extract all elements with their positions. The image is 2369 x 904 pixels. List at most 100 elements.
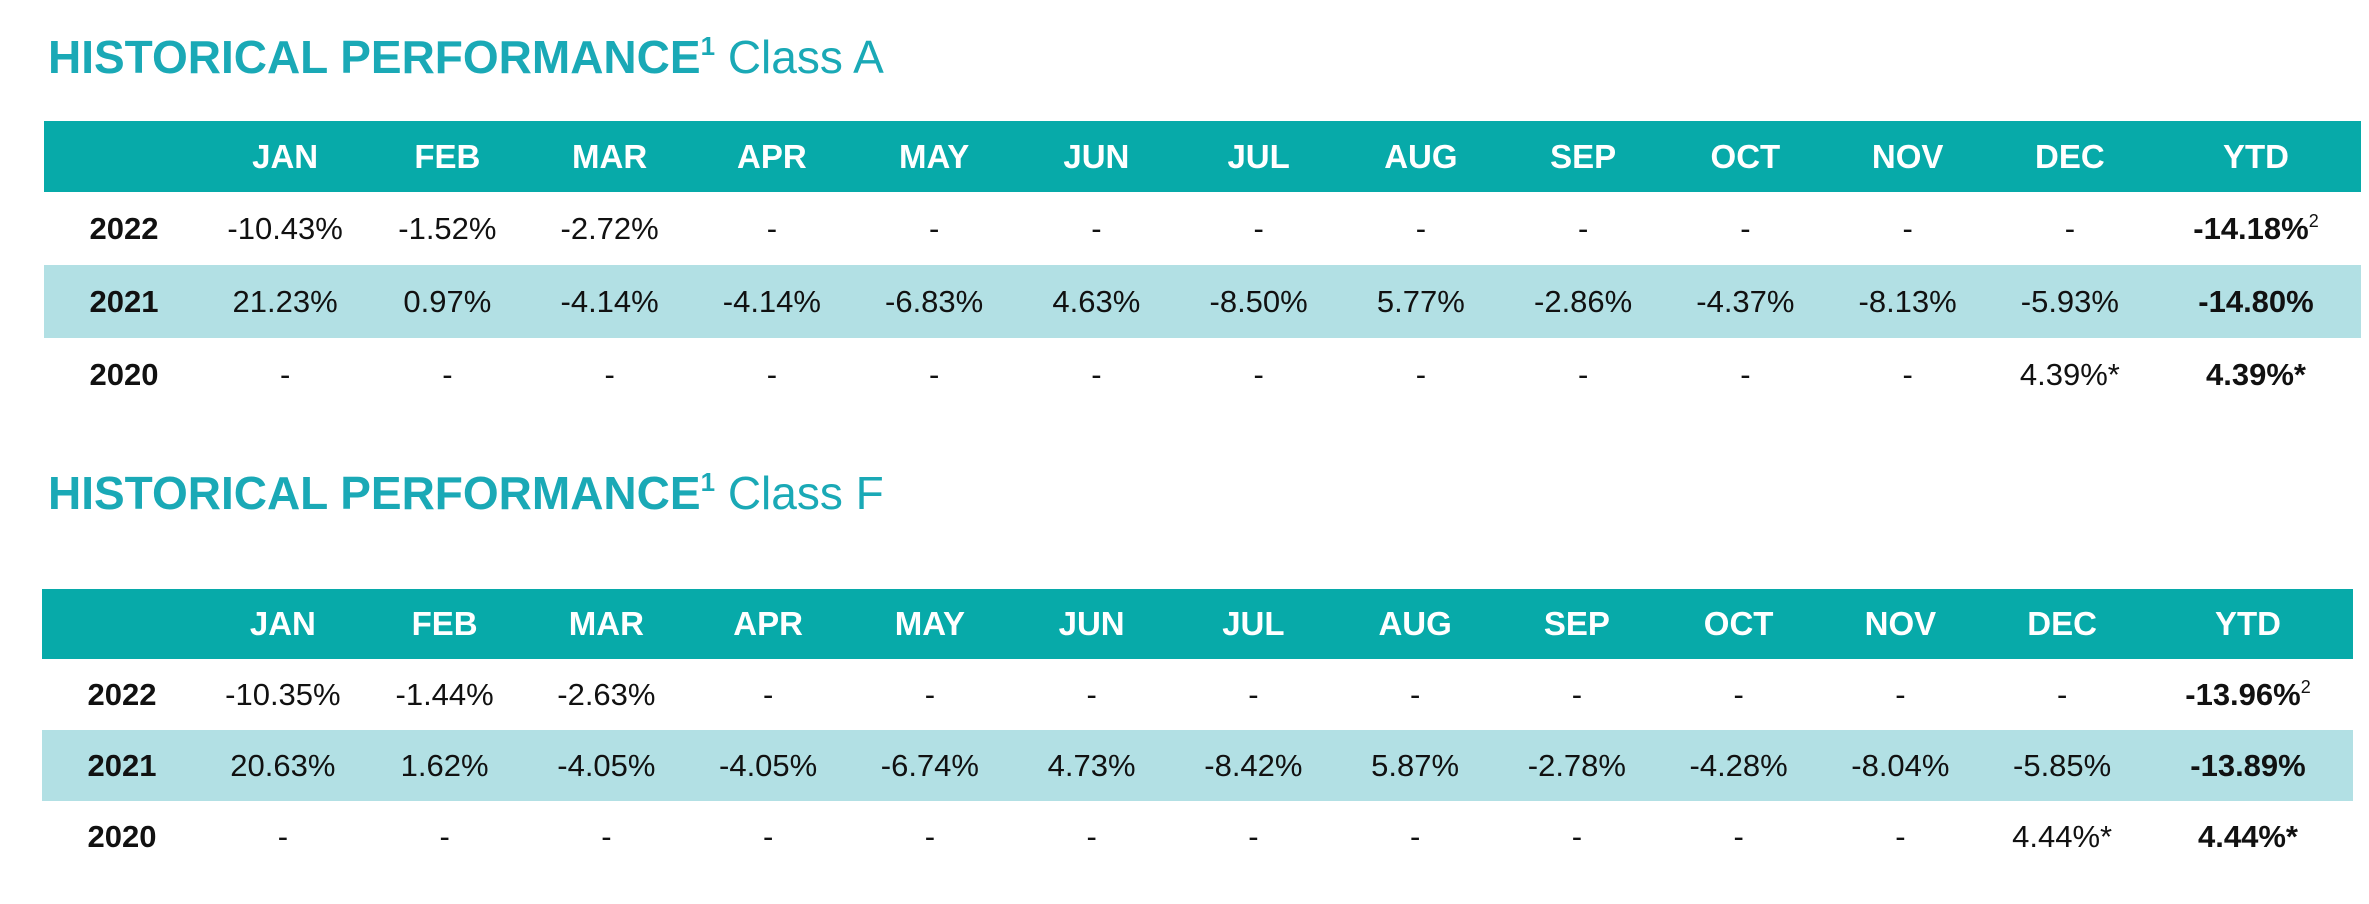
cell-apr: - (762, 818, 774, 854)
cell-jul: - (1253, 210, 1264, 246)
cell-sep: -2.86% (1502, 265, 1665, 338)
table-row-2021: 2021 20.63% 1.62% -4.05% -4.05% -6.74% 4… (42, 730, 2353, 801)
header-aug: AUG (1334, 589, 1496, 659)
header-jul: JUL (1172, 589, 1335, 659)
cell-mar: - (601, 818, 612, 854)
cell-apr: - (762, 676, 774, 712)
row-year: 2022 (89, 210, 159, 246)
cell-feb: 1.62% (363, 730, 526, 801)
cell-sep: - (1577, 210, 1589, 246)
header-apr: APR (690, 121, 853, 192)
cell-jan: -10.35% (225, 676, 341, 712)
header-oct: OCT (1664, 121, 1827, 192)
cell-aug: - (1415, 210, 1427, 246)
header-ytd: YTD (2151, 121, 2361, 192)
cell-mar: -2.72% (560, 210, 659, 246)
header-feb: FEB (363, 589, 526, 659)
title-footnote-marker: 1 (700, 31, 716, 61)
ytd-footnote-marker: 2 (2308, 210, 2319, 231)
title-footnote-marker: 1 (700, 467, 716, 497)
cell-jun: - (1086, 818, 1097, 854)
cell-jun: 4.73% (1010, 730, 1173, 801)
cell-ytd: 4.44%* (2143, 801, 2353, 872)
header-may: MAY (853, 121, 1016, 192)
cell-oct: -4.28% (1657, 730, 1820, 801)
cell-apr: - (766, 356, 778, 392)
ytd-value: -14.80% (2198, 283, 2314, 319)
cell-dec: 4.44%* (2012, 818, 2113, 854)
table-row-2020: 2020 - - - - - - - - - - - 4.44%* 4.44%* (42, 801, 2353, 872)
header-may: MAY (849, 589, 1011, 659)
cell-oct: - (1740, 210, 1751, 246)
header-nov: NOV (1826, 121, 1989, 192)
cell-jan: -10.43% (227, 210, 343, 246)
header-dec: DEC (1981, 589, 2143, 659)
ytd-value: 4.39%* (2206, 356, 2306, 392)
header-dec: DEC (1988, 121, 2151, 192)
ytd-footnote-marker: 2 (2300, 676, 2311, 697)
cell-jul: - (1253, 356, 1264, 392)
cell-aug: 5.77% (1339, 265, 1502, 338)
row-year: 2021 (44, 265, 204, 338)
table-row-2022: 2022 -10.35% -1.44% -2.63% - - - - - - -… (42, 659, 2353, 730)
cell-sep: - (1577, 356, 1589, 392)
cell-jul: -8.50% (1177, 265, 1340, 338)
cell-may: -6.83% (853, 265, 1016, 338)
performance-table-class-f: JAN FEB MAR APR MAY JUN JUL AUG SEP OCT … (42, 589, 2353, 872)
table-row-2020: 2020 - - - - - - - - - - - 4.39%* 4.39%* (44, 338, 2361, 411)
cell-dec: -5.85% (1981, 730, 2143, 801)
row-year: 2020 (89, 356, 159, 392)
cell-ytd: -13.89% (2143, 730, 2353, 801)
cell-oct: - (1740, 356, 1751, 392)
cell-sep: - (1571, 676, 1583, 712)
header-jun: JUN (1010, 589, 1173, 659)
cell-aug: 5.87% (1334, 730, 1496, 801)
row-year: 2022 (87, 676, 157, 712)
cell-nov: - (1902, 356, 1913, 392)
cell-aug: - (1409, 818, 1421, 854)
header-year (42, 589, 202, 659)
table-row-2022: 2022 -10.43% -1.52% -2.72% - - - - - - -… (44, 192, 2361, 265)
row-year: 2021 (42, 730, 202, 801)
cell-feb: 0.97% (366, 265, 529, 338)
cell-dec: - (2056, 676, 2068, 712)
row-year: 2020 (87, 818, 157, 854)
cell-nov: -8.04% (1819, 730, 1982, 801)
cell-nov: - (1895, 818, 1906, 854)
cell-sep: -2.78% (1496, 730, 1658, 801)
ytd-value: -13.96% (2185, 676, 2301, 712)
header-feb: FEB (366, 121, 529, 192)
cell-oct: - (1733, 818, 1744, 854)
table-row-2021: 2021 21.23% 0.97% -4.14% -4.14% -6.83% 4… (44, 265, 2361, 338)
cell-may: - (924, 818, 936, 854)
title-class-label: Class F (727, 467, 884, 519)
cell-mar: - (604, 356, 615, 392)
cell-dec: -5.93% (1988, 265, 2151, 338)
cell-ytd: -14.80% (2151, 265, 2361, 338)
cell-aug: - (1409, 676, 1421, 712)
cell-feb: -1.44% (395, 676, 494, 712)
cell-jul: - (1248, 676, 1259, 712)
cell-dec: 4.39%* (2019, 356, 2120, 392)
performance-table-class-a: JAN FEB MAR APR MAY JUN JUL AUG SEP OCT … (44, 121, 2361, 411)
ytd-value: 4.44%* (2198, 818, 2298, 854)
ytd-value: -13.89% (2190, 747, 2306, 783)
header-ytd: YTD (2143, 589, 2353, 659)
cell-oct: -4.37% (1664, 265, 1827, 338)
cell-feb: -1.52% (398, 210, 497, 246)
cell-apr: -4.05% (687, 730, 849, 801)
cell-jul: -8.42% (1172, 730, 1335, 801)
cell-feb: - (439, 818, 450, 854)
cell-jun: 4.63% (1015, 265, 1178, 338)
cell-mar: -4.14% (528, 265, 691, 338)
cell-jan: 20.63% (202, 730, 364, 801)
cell-may: - (928, 356, 940, 392)
header-mar: MAR (525, 589, 688, 659)
header-year (44, 121, 204, 192)
title-bold-text: HISTORICAL PERFORMANCE (48, 31, 701, 83)
cell-mar: -4.05% (525, 730, 688, 801)
header-jul: JUL (1177, 121, 1340, 192)
cell-jan: 21.23% (204, 265, 367, 338)
header-apr: APR (687, 589, 849, 659)
cell-mar: -2.63% (557, 676, 656, 712)
